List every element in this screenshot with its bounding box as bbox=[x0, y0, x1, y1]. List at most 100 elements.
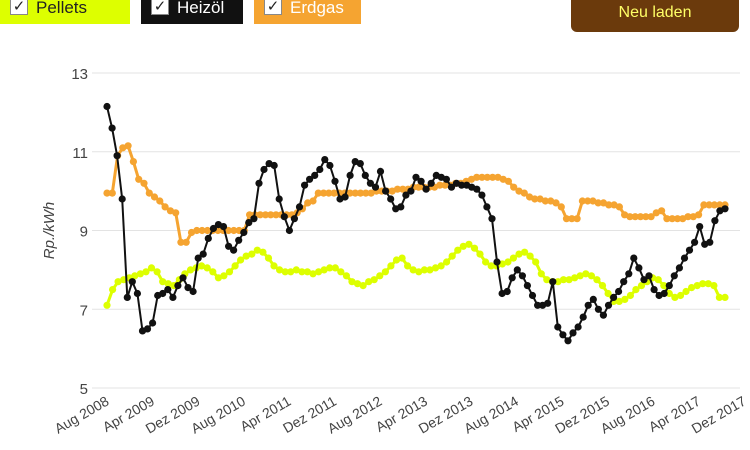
data-point bbox=[420, 266, 428, 274]
data-point bbox=[409, 266, 417, 274]
data-point bbox=[670, 272, 678, 280]
data-point bbox=[532, 258, 540, 266]
data-point bbox=[292, 266, 300, 274]
data-point bbox=[398, 254, 406, 262]
data-point bbox=[660, 289, 668, 298]
data-point bbox=[443, 258, 451, 266]
legend-toggle-erdgas[interactable]: ✓ Erdgas bbox=[254, 0, 361, 24]
data-point bbox=[554, 278, 562, 286]
data-point bbox=[387, 262, 395, 270]
data-point bbox=[309, 270, 317, 278]
data-point bbox=[326, 264, 334, 272]
data-point bbox=[504, 177, 512, 185]
data-point bbox=[417, 177, 425, 185]
data-point bbox=[376, 167, 385, 175]
data-point bbox=[615, 297, 623, 305]
data-point bbox=[635, 264, 643, 272]
data-point bbox=[402, 191, 410, 199]
reload-button[interactable]: Neu laden bbox=[571, 0, 739, 32]
data-point bbox=[225, 242, 233, 250]
data-point bbox=[654, 276, 662, 284]
data-point bbox=[280, 213, 288, 221]
data-point bbox=[314, 189, 322, 197]
data-point bbox=[543, 276, 551, 284]
data-point bbox=[309, 197, 317, 205]
data-point bbox=[504, 258, 512, 266]
data-point bbox=[242, 252, 250, 260]
data-point bbox=[645, 272, 653, 280]
data-point bbox=[554, 323, 562, 331]
data-point bbox=[565, 276, 573, 284]
data-point bbox=[145, 189, 153, 197]
data-point bbox=[186, 266, 195, 274]
data-point bbox=[315, 268, 323, 276]
data-point bbox=[316, 165, 324, 174]
legend-label-heizoel: Heizöl bbox=[177, 0, 225, 17]
data-point bbox=[371, 183, 380, 191]
data-point bbox=[564, 337, 572, 345]
data-point bbox=[573, 215, 581, 223]
data-point bbox=[194, 254, 202, 262]
data-point bbox=[526, 252, 534, 260]
data-point bbox=[579, 313, 587, 321]
data-point bbox=[143, 325, 152, 333]
checkbox-checked-icon[interactable]: ✓ bbox=[10, 0, 28, 15]
y-tick-label: 13 bbox=[71, 66, 88, 83]
data-point bbox=[636, 213, 645, 221]
data-point bbox=[695, 211, 703, 219]
data-point bbox=[632, 286, 640, 294]
data-point bbox=[219, 223, 228, 231]
data-point bbox=[682, 287, 690, 296]
data-point bbox=[184, 284, 192, 292]
data-point bbox=[149, 319, 157, 327]
data-point bbox=[448, 252, 456, 260]
data-point bbox=[128, 278, 136, 286]
data-point bbox=[518, 272, 527, 280]
data-point bbox=[693, 282, 701, 290]
data-point bbox=[164, 280, 172, 288]
data-point bbox=[123, 293, 131, 301]
data-point bbox=[488, 215, 496, 223]
data-point bbox=[615, 203, 624, 211]
data-point bbox=[422, 185, 430, 193]
data-point bbox=[663, 215, 671, 223]
data-point bbox=[576, 272, 584, 280]
legend-toggle-pellets[interactable]: ✓ Pellets bbox=[0, 0, 130, 24]
data-point bbox=[515, 250, 523, 258]
data-point bbox=[298, 268, 306, 276]
data-point bbox=[574, 323, 582, 331]
data-point bbox=[199, 250, 207, 258]
checkbox-checked-icon[interactable]: ✓ bbox=[151, 0, 169, 15]
data-point bbox=[276, 266, 284, 274]
data-point bbox=[459, 242, 467, 250]
data-point bbox=[131, 272, 139, 280]
checkbox-checked-icon[interactable]: ✓ bbox=[264, 0, 282, 15]
data-point bbox=[230, 226, 238, 235]
y-tick-label: 11 bbox=[72, 145, 88, 162]
data-point bbox=[473, 185, 481, 193]
data-point bbox=[295, 203, 304, 211]
data-point bbox=[489, 173, 497, 181]
data-point bbox=[159, 289, 167, 298]
data-point bbox=[696, 223, 704, 231]
legend-label-erdgas: Erdgas bbox=[290, 0, 344, 17]
data-point bbox=[103, 189, 111, 197]
data-point bbox=[631, 213, 639, 221]
data-point bbox=[311, 171, 319, 179]
data-point bbox=[706, 238, 714, 246]
data-point bbox=[465, 240, 473, 248]
data-point bbox=[715, 293, 724, 301]
data-point bbox=[169, 293, 177, 301]
data-point bbox=[281, 268, 289, 276]
data-point bbox=[478, 173, 486, 181]
data-point bbox=[537, 270, 545, 278]
data-point bbox=[557, 203, 565, 211]
data-point bbox=[147, 264, 156, 272]
data-point bbox=[356, 160, 364, 168]
data-point bbox=[320, 266, 328, 274]
data-point bbox=[668, 215, 676, 223]
data-point bbox=[691, 238, 699, 246]
data-point bbox=[710, 282, 718, 290]
legend-toggle-heizoel[interactable]: ✓ Heizöl bbox=[141, 0, 243, 24]
data-point bbox=[214, 274, 222, 282]
